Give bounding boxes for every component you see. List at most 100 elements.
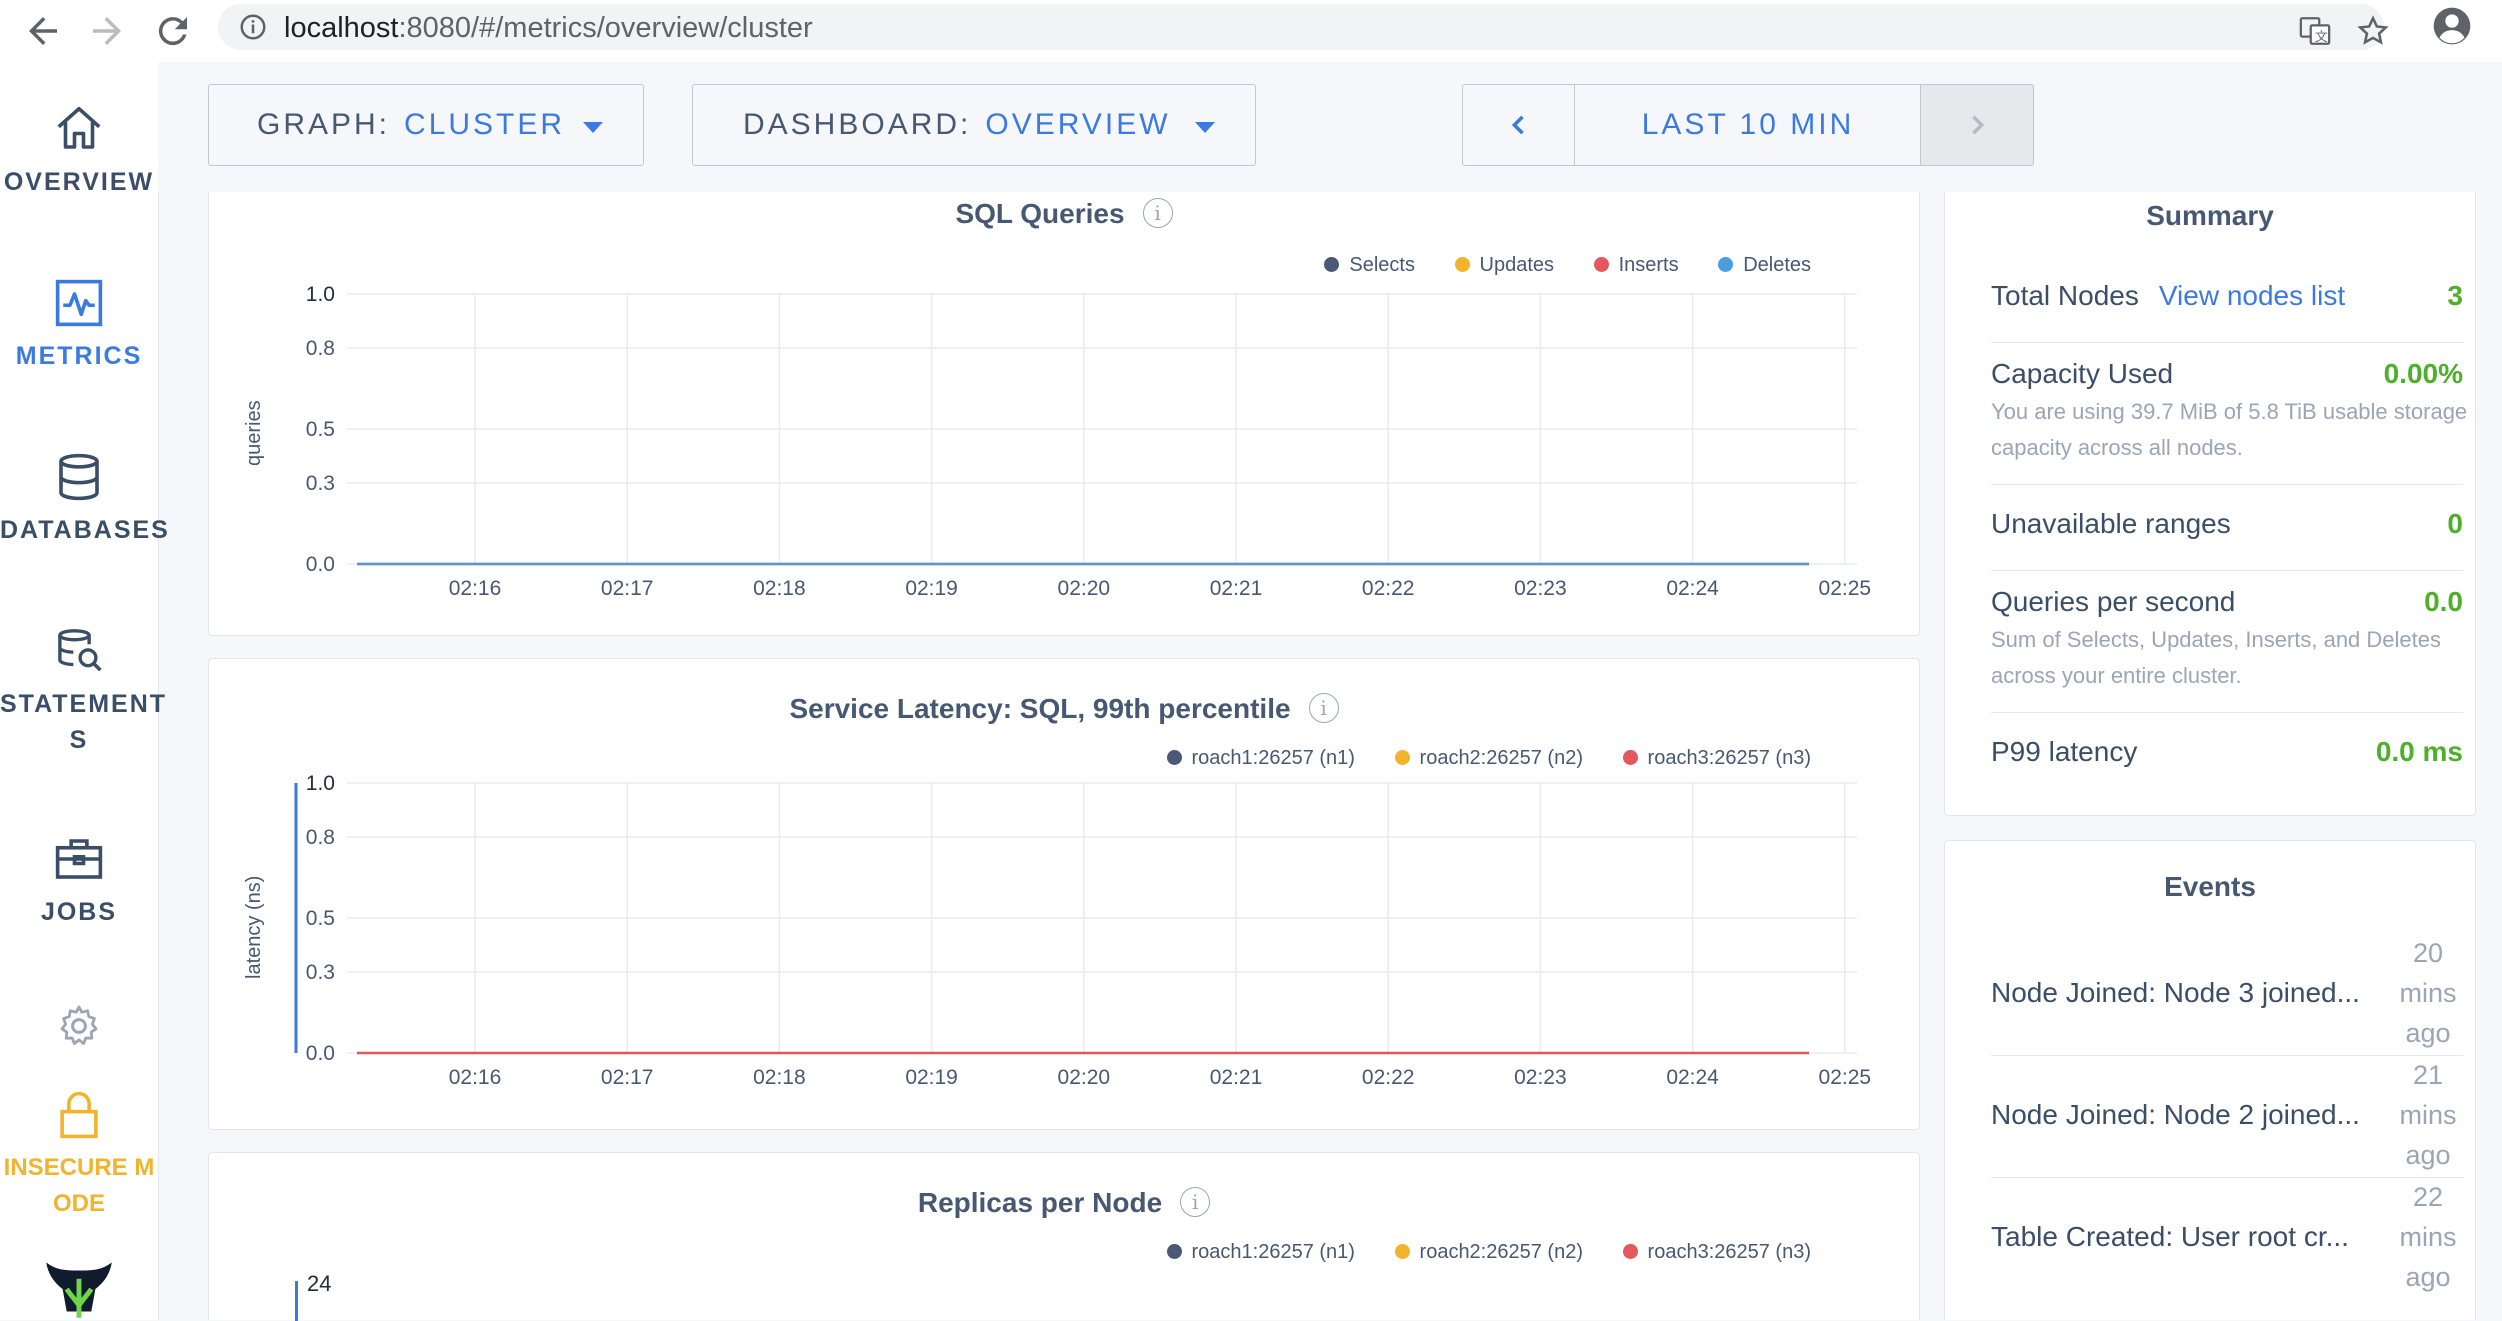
y-tick-label: 0.3 — [306, 472, 335, 495]
service-latency-chart: 0.0 0.3 0.5 0.8 1.0 02:16 02:17 02:18 02:19 02:20… — [294, 772, 1872, 1089]
summary-capacity: Capacity Used 0.00% You are using 39.7 M… — [1991, 358, 2468, 460]
info-icon[interactable]: i — [1308, 693, 1339, 723]
sql-queries-panel: SQL Queries i Selects Updates Inserts Del… — [208, 192, 1920, 636]
x-tick-label: 02:18 — [753, 1066, 806, 1089]
legend-item-n2: roach2:26257 (n2) — [1394, 747, 1583, 770]
x-tick-label: 02:20 — [1058, 1066, 1111, 1089]
y-tick-label: 0.5 — [306, 907, 335, 930]
x-tick-label: 02:17 — [601, 1066, 654, 1089]
chevron-down-icon — [1195, 122, 1215, 133]
briefcase-icon — [55, 839, 103, 879]
x-tick-label: 02:17 — [601, 577, 654, 600]
chart-title: Replicas per Node i — [209, 1187, 1919, 1219]
graph-dropdown[interactable]: GRAPH: CLUSTER — [208, 84, 644, 166]
sidebar-item-statements[interactable]: STATEMENT S — [0, 624, 165, 758]
x-tick-label: 02:19 — [905, 577, 958, 600]
service-latency-panel: Service Latency: SQL, 99th percentile i r… — [208, 658, 1920, 1130]
gear-icon — [60, 1005, 98, 1045]
metrics-icon — [55, 279, 103, 327]
legend-item-n1: roach1:26257 (n1) — [1166, 1241, 1355, 1264]
legend-item-deletes: Deletes — [1718, 254, 1811, 277]
time-range-dropdown[interactable]: LAST 10 MIN — [1574, 84, 1922, 166]
x-tick-label: 02:22 — [1362, 577, 1415, 600]
chart-legend: roach1:26257 (n1) roach2:26257 (n2) roac… — [1133, 1241, 1811, 1264]
info-icon[interactable]: i — [1142, 198, 1173, 228]
x-tick-label: 02:25 — [1819, 1066, 1872, 1089]
reload-icon[interactable] — [152, 10, 194, 52]
chart-title: Service Latency: SQL, 99th percentile i — [209, 693, 1919, 725]
summary-total-nodes: Total Nodes View nodes list 3 — [1991, 280, 2463, 311]
address-bar[interactable]: localhost:8080/#/metrics/overview/cluste… — [218, 4, 2389, 50]
sidebar-item-jobs[interactable]: JOBS — [0, 832, 158, 930]
x-tick-label: 02:25 — [1819, 577, 1872, 600]
divider — [1991, 342, 2463, 343]
event-time: 20 mins ago — [2399, 938, 2457, 1048]
x-tick-label: 02:24 — [1666, 577, 1719, 600]
x-tick-label: 02:18 — [753, 577, 806, 600]
y-tick-label: 24 — [307, 1271, 332, 1296]
event-time: 21 mins ago — [2399, 1060, 2457, 1170]
home-icon — [57, 106, 101, 149]
chevron-down-icon — [583, 122, 603, 133]
sidebar-item-overview[interactable]: OVERVIEW — [0, 102, 158, 200]
dashboard-dropdown[interactable]: DASHBOARD: OVERVIEW — [692, 84, 1256, 166]
legend-item-selects: Selects — [1324, 254, 1415, 277]
y-axis-line — [295, 1281, 298, 1321]
legend-swatch — [1593, 257, 1609, 272]
legend-swatch — [1622, 750, 1638, 765]
legend-swatch — [1166, 750, 1182, 765]
back-arrow-icon[interactable] — [22, 10, 64, 52]
view-nodes-link[interactable]: View nodes list — [2158, 280, 2346, 311]
event-item[interactable]: Node Joined: Node 2 joined... 21 mins ago — [1991, 1055, 2463, 1175]
divider — [1991, 1177, 2463, 1178]
legend-swatch — [1324, 257, 1340, 272]
x-tick-label: 02:20 — [1058, 577, 1111, 600]
event-item[interactable]: Node Joined: Node 3 joined... 20 mins ago — [1991, 933, 2463, 1053]
events-card: Events Node Joined: Node 3 joined... 20 m… — [1944, 840, 2476, 1320]
x-tick-label: 02:19 — [905, 1066, 958, 1089]
info-icon[interactable]: i — [1180, 1187, 1211, 1217]
legend-swatch — [1394, 750, 1410, 765]
profile-avatar-icon[interactable] — [2432, 6, 2472, 46]
browser-toolbar: localhost:8080/#/metrics/overview/cluste… — [0, 0, 2502, 63]
translate-icon[interactable]: 文 — [2298, 14, 2332, 48]
chart-legend: Selects Updates Inserts Deletes — [1290, 254, 1811, 277]
replicas-panel: Replicas per Node i roach1:26257 (n1) roa… — [208, 1152, 1920, 1321]
sidebar-insecure-mode[interactable]: INSECURE M ODE — [0, 1088, 158, 1222]
legend-swatch — [1394, 1244, 1410, 1259]
chart-title: SQL Queries i — [209, 198, 1919, 230]
summary-unavailable-ranges: Unavailable ranges 0 — [1991, 508, 2463, 539]
sidebar-item-settings[interactable] — [0, 1002, 158, 1050]
y-tick-label: 0.8 — [306, 826, 335, 849]
summary-title: Summary — [2146, 200, 2274, 231]
forward-arrow-icon[interactable] — [86, 10, 128, 52]
metrics-toolbar: GRAPH: CLUSTER DASHBOARD: OVERVIEW LAST 10… — [158, 62, 2502, 192]
x-tick-label: 02:16 — [449, 1066, 502, 1089]
chevron-left-icon — [1511, 115, 1524, 135]
sidebar-item-metrics[interactable]: METRICS — [0, 276, 158, 374]
x-tick-label: 02:16 — [449, 577, 502, 600]
sidebar-item-databases[interactable]: DATABASES — [0, 450, 168, 548]
cockroach-logo-icon — [46, 1262, 112, 1318]
bookmark-star-icon[interactable] — [2356, 14, 2390, 48]
y-tick-label: 0.5 — [306, 418, 335, 441]
time-prev-button[interactable] — [1462, 84, 1576, 166]
site-info-icon[interactable] — [238, 12, 268, 42]
time-next-button[interactable] — [1920, 84, 2034, 166]
legend-swatch — [1166, 1244, 1182, 1259]
time-range-selector: LAST 10 MIN — [1462, 84, 2034, 166]
lock-icon — [60, 1091, 98, 1139]
x-tick-label: 02:23 — [1514, 1066, 1567, 1089]
chevron-right-icon — [1972, 115, 1985, 135]
event-item[interactable]: Table Created: User root cr... 22 mins ago — [1991, 1177, 2463, 1297]
x-tick-label: 02:21 — [1210, 577, 1263, 600]
y-tick-label: 1.0 — [306, 283, 335, 306]
y-tick-label: 1.0 — [306, 772, 335, 795]
sidebar: OVERVIEW METRICS DATABASES STATEMENT S J… — [0, 62, 168, 1320]
y-tick-label: 0.0 — [306, 1042, 335, 1065]
divider — [1991, 570, 2463, 571]
legend-swatch — [1718, 257, 1734, 272]
divider — [1991, 1055, 2463, 1056]
statements-icon — [58, 629, 102, 672]
y-tick-label: 0.0 — [306, 553, 335, 576]
